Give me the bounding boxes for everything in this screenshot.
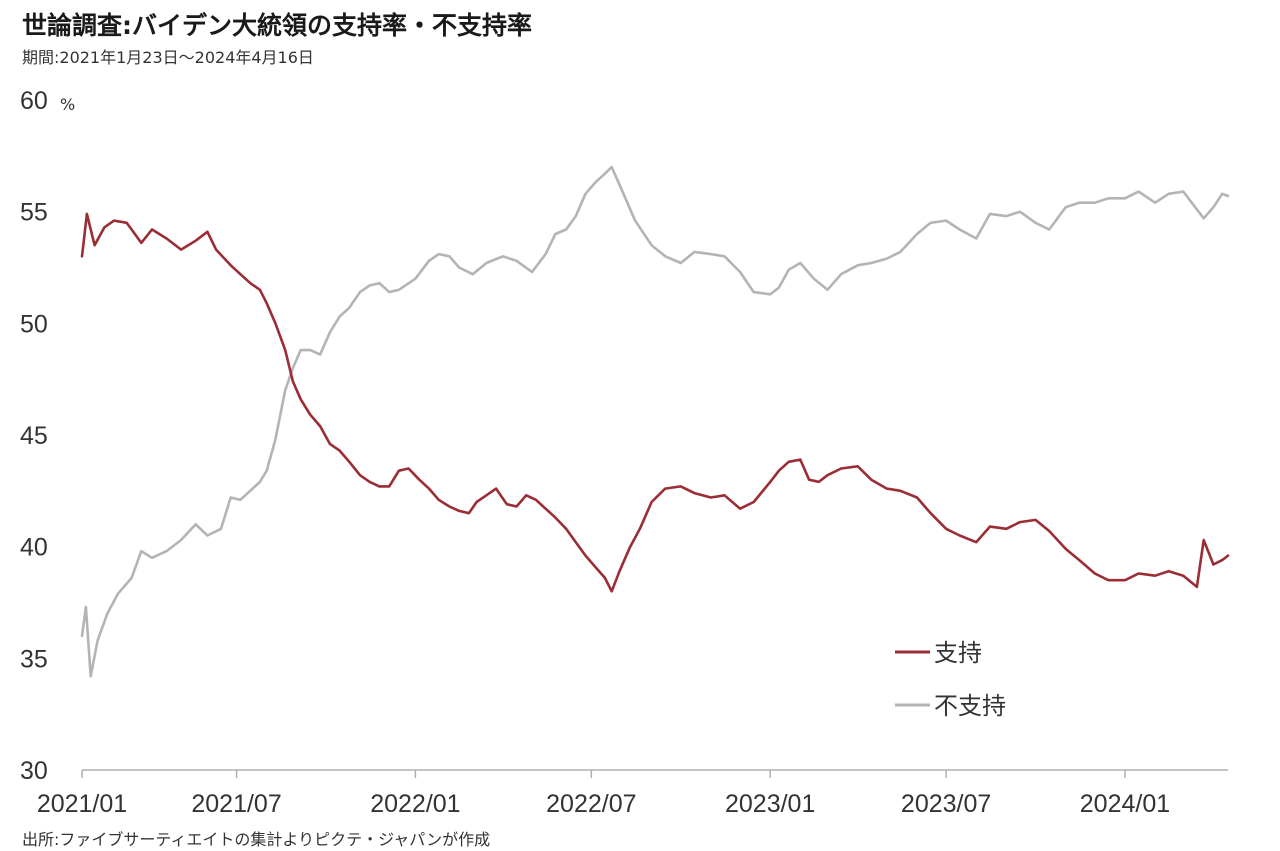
chart-subtitle: 期間:2021年1月23日～2024年4月16日 (22, 48, 314, 67)
y-tick-label: 55 (20, 199, 48, 227)
x-tick-label: 2023/01 (725, 790, 815, 818)
x-tick-label: 2023/07 (901, 790, 991, 818)
chart-axes: 30 35 40 45 50 55 60 % 2021/01 2021/07 2022/01 2022… (20, 87, 1228, 818)
chart-series (80, 165, 1230, 678)
x-tick-label: 2024/01 (1080, 790, 1170, 818)
x-tick-label: 2021/07 (191, 790, 281, 818)
series-line-disapprove (80, 165, 1230, 678)
x-tick-label: 2022/07 (546, 790, 636, 818)
y-tick-label: 60 (20, 87, 48, 115)
x-tick-label: 2022/01 (370, 790, 460, 818)
y-unit-label: % (60, 95, 75, 114)
series-line-approve (80, 212, 1230, 593)
y-tick-label: 40 (20, 534, 48, 562)
y-tick-label: 50 (20, 310, 48, 338)
source-note: 出所:ファイブサーティエイトの集計よりピクテ・ジャパンが作成 (22, 830, 491, 849)
y-tick-label: 45 (20, 422, 48, 450)
y-tick-label: 35 (20, 645, 48, 673)
legend-label: 不支持 (934, 692, 1006, 720)
chart-title: 世論調査:バイデン大統領の支持率・不支持率 (22, 11, 532, 40)
x-tick-label: 2021/01 (37, 790, 127, 818)
y-tick-label: 30 (20, 757, 48, 785)
legend-label: 支持 (934, 639, 982, 667)
